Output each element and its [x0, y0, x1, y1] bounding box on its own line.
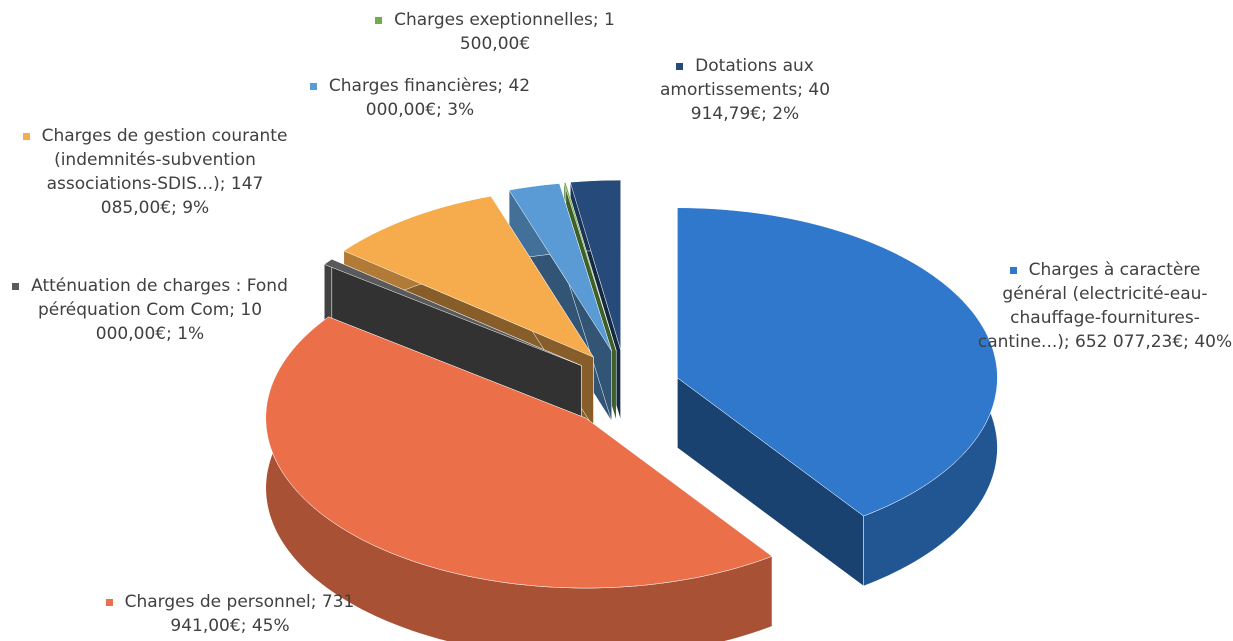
slice [323, 258, 582, 366]
value-label: 42 000,00€; 3% [365, 76, 531, 120]
category-label: Charges de personnel; [124, 592, 317, 612]
category-label: Charges exeptionnelles; [394, 10, 599, 30]
value-label: 10 000,00€; 1% [95, 300, 263, 344]
value-label: 40 914,79€; 2% [690, 80, 831, 124]
legend-swatch [676, 62, 684, 70]
slice [677, 207, 998, 517]
slice [343, 195, 595, 358]
data-label: Charges à caractère général (electricité… [975, 258, 1233, 354]
slice [569, 179, 621, 351]
slice [508, 183, 612, 352]
value-label: 1 500,00€ [459, 10, 615, 54]
legend-swatch [375, 16, 383, 24]
category-label: Dotations aux amortissements; [659, 56, 814, 100]
value-label: 652 077,23€; 40% [1075, 332, 1233, 352]
legend-swatch [12, 282, 20, 290]
legend-swatch [22, 132, 30, 140]
category-label: Atténuation de charges : Fond péréquatio… [31, 276, 288, 320]
category-label: Charges financières; [328, 76, 504, 96]
category-label: Charges de gestion courante (indemnités-… [41, 126, 288, 194]
value-label: 147 085,00€; 9% [100, 174, 264, 218]
data-label: Charges financières; 42 000,00€; 3% [290, 74, 550, 122]
data-label: Charges de personnel; 731 941,00€; 45% [80, 590, 380, 638]
legend-swatch [1009, 266, 1017, 274]
data-label: Atténuation de charges : Fond péréquatio… [0, 274, 300, 346]
legend-swatch [309, 82, 317, 90]
slice [265, 316, 773, 589]
data-label: Charges de gestion courante (indemnités-… [10, 124, 300, 220]
value-label: 731 941,00€; 45% [170, 592, 355, 636]
data-label: Charges exeptionnelles; 1 500,00€ [345, 8, 645, 56]
data-label: Dotations aux amortissements; 40 914,79€… [620, 54, 870, 126]
category-label: Charges à caractère général (electricité… [977, 260, 1208, 352]
slice [563, 182, 617, 351]
legend-swatch [105, 598, 113, 606]
